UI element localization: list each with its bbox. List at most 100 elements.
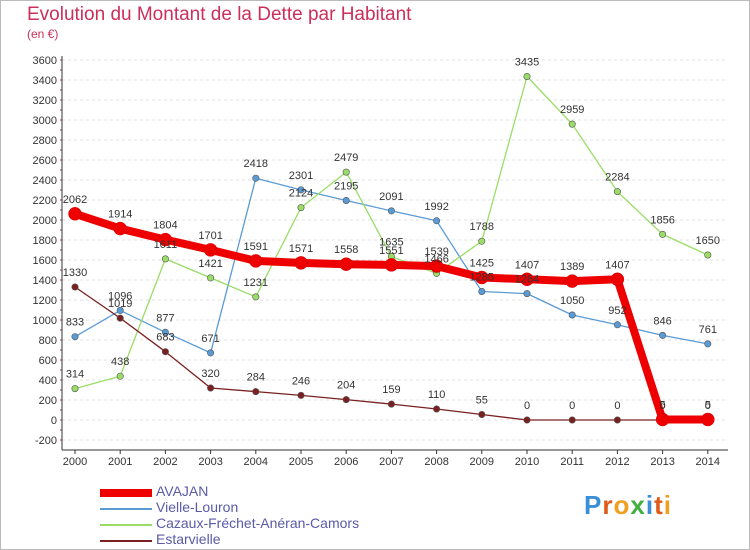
y-tick-label: 3000	[33, 115, 57, 127]
data-label: 314	[66, 369, 84, 381]
data-label: 846	[653, 315, 671, 327]
data-label: 284	[247, 372, 265, 384]
y-tick-label: 400	[39, 375, 57, 387]
data-label: 1571	[289, 243, 313, 255]
data-label: 5	[705, 400, 711, 412]
y-tick-label: 2200	[33, 195, 57, 207]
y-tick-label: 2800	[33, 135, 57, 147]
data-label: 2418	[244, 158, 268, 170]
x-tick-label: 2000	[63, 456, 87, 468]
y-tick-label: 3200	[33, 95, 57, 107]
data-label: 2959	[560, 104, 584, 116]
data-point	[71, 333, 79, 341]
y-tick-label: 600	[39, 355, 57, 367]
data-point	[523, 416, 531, 424]
y-tick-label: 3400	[33, 75, 57, 87]
legend-label: Cazaux-Fréchet-Anéran-Camors	[156, 515, 360, 531]
data-label: 1389	[560, 261, 584, 273]
data-point	[659, 331, 667, 339]
data-label: 1050	[560, 295, 584, 307]
data-point	[161, 348, 169, 356]
data-label: 2479	[334, 152, 358, 164]
data-point	[252, 293, 260, 301]
data-point	[207, 349, 215, 357]
data-point	[704, 340, 712, 348]
x-tick-label: 2002	[153, 456, 177, 468]
data-point	[71, 385, 79, 393]
legend-swatch	[100, 489, 152, 497]
y-tick-label: 2000	[33, 215, 57, 227]
data-label: 1425	[470, 258, 494, 270]
data-point	[161, 255, 169, 263]
data-point	[342, 396, 350, 404]
data-label: 0	[614, 400, 620, 412]
data-label: 671	[201, 333, 219, 345]
data-point	[433, 217, 441, 225]
data-label: 1466	[424, 253, 448, 265]
y-tick-label: -200	[35, 435, 57, 447]
legend-swatch	[100, 524, 152, 526]
legend-label: AVAJAN	[156, 483, 209, 499]
data-point	[116, 306, 124, 314]
data-point	[433, 405, 441, 413]
chart-title: Evolution du Montant de la Dette par Hab…	[27, 4, 412, 25]
y-tick-label: 2400	[33, 175, 57, 187]
data-label: 2091	[379, 191, 403, 203]
data-point	[613, 416, 621, 424]
data-point	[68, 207, 82, 221]
data-label: 1096	[108, 290, 132, 302]
data-label: 246	[292, 375, 310, 387]
data-label: 2195	[334, 181, 358, 193]
data-label: 1914	[108, 209, 132, 221]
data-label: 1539	[424, 246, 448, 258]
data-label: 2284	[605, 172, 629, 184]
x-tick-label: 2008	[424, 456, 448, 468]
data-point	[478, 410, 486, 418]
data-point	[339, 257, 353, 271]
data-label: 877	[156, 312, 174, 324]
x-tick-label: 2001	[108, 456, 132, 468]
legend-swatch	[100, 508, 152, 510]
proxiti-logo: Proxiti	[584, 490, 672, 520]
data-point	[523, 73, 531, 81]
data-label: 3435	[515, 57, 539, 69]
data-point	[294, 256, 308, 270]
x-tick-label: 2011	[560, 456, 584, 468]
data-label: 1635	[379, 237, 403, 249]
y-tick-label: 1000	[33, 315, 57, 327]
x-tick-label: 2004	[244, 456, 268, 468]
data-point	[207, 384, 215, 392]
data-point	[701, 412, 715, 427]
data-label: 2124	[289, 188, 313, 200]
data-point	[203, 243, 218, 257]
data-point	[384, 258, 399, 272]
data-label: 1019	[108, 298, 132, 310]
data-point	[520, 272, 534, 287]
y-tick-label: 3600	[33, 55, 57, 67]
data-label: 761	[699, 324, 717, 336]
x-tick-label: 2003	[198, 456, 222, 468]
data-point	[297, 186, 305, 194]
data-label: 5	[660, 400, 666, 412]
data-label: 833	[66, 317, 84, 329]
data-point	[568, 416, 576, 424]
legend-label: Vielle-Louron	[156, 499, 239, 515]
data-label: 1591	[244, 241, 268, 253]
y-tick-label: 0	[51, 415, 57, 427]
data-label: 1421	[198, 258, 222, 270]
data-point	[610, 272, 625, 287]
data-point	[613, 188, 621, 196]
data-point	[659, 230, 667, 238]
data-label: 683	[156, 332, 174, 344]
data-point	[387, 207, 395, 215]
data-point	[475, 270, 489, 285]
data-point	[568, 120, 576, 128]
data-point	[429, 259, 444, 273]
data-point	[116, 372, 124, 380]
data-point	[297, 391, 305, 399]
data-label: 1231	[244, 277, 268, 289]
y-tick-label: 1800	[33, 235, 57, 247]
data-label: 159	[382, 384, 400, 396]
data-label: 1650	[696, 235, 720, 247]
data-label: 438	[111, 356, 129, 368]
